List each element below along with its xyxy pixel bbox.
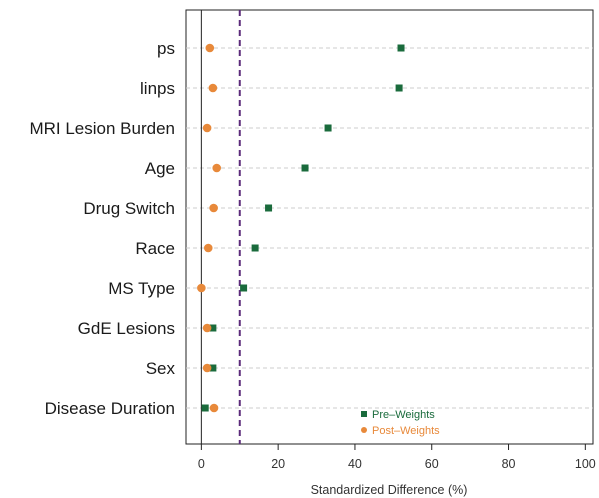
category-label-ms-type: MS Type	[108, 279, 175, 298]
category-label-ps: ps	[157, 39, 175, 58]
post-weights-point-age	[212, 163, 222, 173]
pre-weights-point-race	[251, 244, 259, 252]
pre-weights-point-linps	[395, 84, 403, 92]
pre-weights-point-ms-type	[240, 284, 248, 292]
post-weights-point-ms-type	[197, 283, 206, 293]
post-weights-point-linps	[208, 83, 218, 93]
post-weights-point-drug-switch	[209, 203, 218, 213]
category-label-sex: Sex	[146, 359, 176, 378]
post-weights-point-sex	[202, 363, 212, 373]
legend-label-post-weights: Post–Weights	[372, 425, 440, 437]
category-label-drug-switch: Drug Switch	[83, 199, 175, 218]
x-tick-label-40: 40	[348, 457, 362, 471]
category-label-disease-duration: Disease Duration	[45, 399, 175, 418]
pre-weights-point-gde-lesions	[209, 324, 217, 332]
post-weights-point-disease-duration	[209, 403, 219, 413]
legend: Pre–Weights Post–Weights	[361, 409, 440, 437]
post-weights-point-ps	[205, 43, 215, 53]
pre-weights-point-disease-duration	[201, 404, 209, 412]
plot-frame	[185, 9, 594, 445]
x-tick-label-80: 80	[502, 457, 516, 471]
post-weights-point-race	[203, 243, 213, 253]
pre-weights-point-sex	[209, 364, 217, 372]
legend-marker-pre-weights	[361, 411, 367, 417]
pre-weights-point-mri-lesion-burden	[324, 124, 332, 132]
x-tick-label-20: 20	[271, 457, 285, 471]
post-weights-point-gde-lesions	[202, 323, 212, 333]
legend-marker-post-weights	[361, 427, 367, 433]
category-label-race: Race	[135, 239, 175, 258]
x-tick-label-100: 100	[575, 457, 596, 471]
legend-label-pre-weights: Pre–Weights	[372, 409, 435, 421]
pre-weights-point-ps	[397, 44, 405, 52]
x-tick-label-60: 60	[425, 457, 439, 471]
category-label-gde-lesions: GdE Lesions	[78, 319, 175, 338]
x-axis-title: Standardized Difference (%)	[311, 483, 468, 497]
category-label-linps: linps	[140, 79, 175, 98]
pre-weights-point-age	[301, 164, 309, 172]
category-label-age: Age	[145, 159, 175, 178]
category-label-mri-lesion-burden: MRI Lesion Burden	[29, 119, 175, 138]
pre-weights-point-drug-switch	[265, 204, 273, 212]
post-weights-point-mri-lesion-burden	[202, 123, 212, 133]
x-tick-label-0: 0	[198, 457, 205, 471]
